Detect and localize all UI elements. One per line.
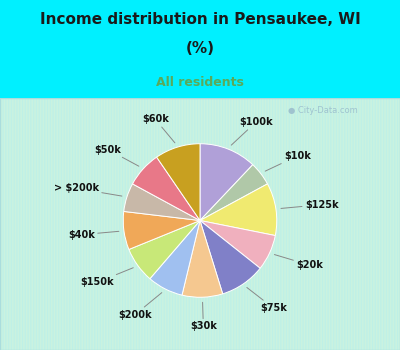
Text: $150k: $150k — [80, 268, 133, 287]
Wedge shape — [200, 165, 268, 220]
Wedge shape — [200, 220, 260, 294]
Wedge shape — [132, 157, 200, 220]
Text: $30k: $30k — [190, 302, 217, 331]
Wedge shape — [182, 220, 223, 297]
Text: $125k: $125k — [281, 199, 338, 210]
Wedge shape — [200, 184, 277, 236]
Wedge shape — [124, 184, 200, 220]
Text: All residents: All residents — [156, 76, 244, 90]
Text: $50k: $50k — [94, 145, 139, 166]
Text: ● City-Data.com: ● City-Data.com — [288, 106, 358, 114]
Text: $75k: $75k — [247, 287, 287, 313]
Text: Income distribution in Pensaukee, WI: Income distribution in Pensaukee, WI — [40, 12, 360, 27]
Wedge shape — [123, 211, 200, 250]
Text: $200k: $200k — [118, 293, 162, 320]
Wedge shape — [200, 220, 275, 268]
Wedge shape — [157, 144, 200, 220]
Text: $100k: $100k — [231, 117, 273, 145]
Text: $40k: $40k — [68, 230, 119, 240]
Text: $20k: $20k — [274, 254, 323, 270]
Wedge shape — [129, 220, 200, 279]
Text: > $200k: > $200k — [54, 183, 122, 196]
Text: $10k: $10k — [265, 151, 311, 171]
Wedge shape — [200, 144, 253, 220]
Text: (%): (%) — [186, 41, 214, 56]
Text: $60k: $60k — [142, 114, 175, 143]
Wedge shape — [150, 220, 200, 295]
